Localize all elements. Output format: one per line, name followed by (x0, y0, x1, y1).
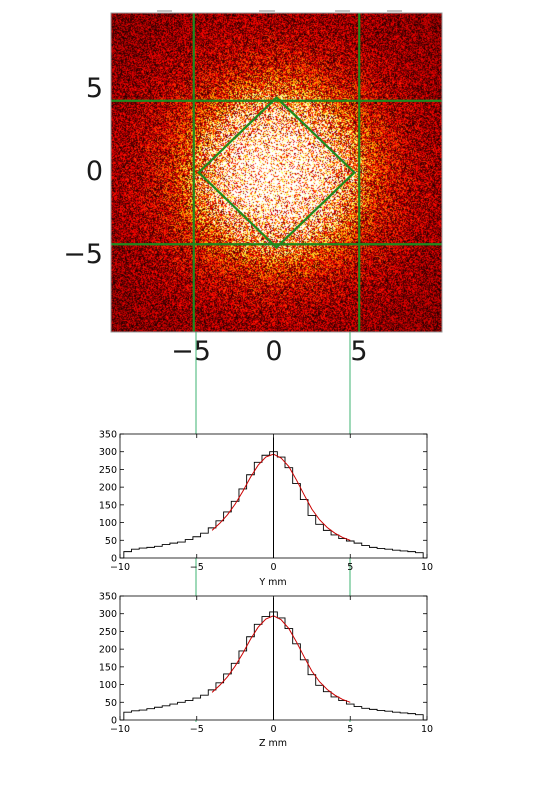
heatmap-frame (110, 12, 443, 333)
y-profile-ytick-label: 0 (111, 554, 117, 565)
z-profile-ytick-label: 100 (99, 680, 117, 691)
y-profile-ytick-label: 50 (105, 536, 117, 547)
heatmap-ytick-label: 5 (86, 73, 103, 104)
z-profile-xtick-label: 0 (270, 724, 276, 735)
z-profile-ytick-label: 350 (99, 592, 117, 603)
y-profile-ytick-label: 350 (99, 430, 117, 441)
heatmap-ytick-label: 0 (86, 156, 103, 187)
heatmap-ytick-label: −5 (63, 239, 103, 270)
y-profile-plot (123, 437, 424, 558)
y-profile-ytick-label: 150 (99, 500, 117, 511)
y-profile-xlabel: Y mm (258, 577, 286, 588)
y-profile-ytick-label: 200 (99, 483, 117, 494)
z-profile-fit-curve (211, 615, 351, 703)
y-profile-xtick-label: 5 (347, 562, 353, 573)
heatmap-panel: 5 0 −5 −5 0 5 (63, 10, 443, 367)
z-profile-ytick-label: 200 (99, 645, 117, 656)
z-profile-xtick-label: 5 (347, 724, 353, 735)
z-profile-xtick-label: 10 (421, 724, 433, 735)
z-profile-ytick-label: 0 (111, 716, 117, 727)
y-profile-ytick-label: 300 (99, 447, 117, 458)
y-profile-panel: 0 50 100 150 200 250 300 350 −10 −5 0 5 10 Y mm (99, 430, 433, 589)
heatmap-xtick-label: −5 (171, 336, 211, 367)
z-profile-ytick-label: 300 (99, 609, 117, 620)
y-profile-xtick-label: −10 (110, 562, 130, 573)
z-profile-xticks: −10 −5 0 5 10 (110, 596, 433, 735)
y-profile-fit-curve (211, 453, 351, 541)
y-profile-yticks: 0 50 100 150 200 250 300 350 (99, 430, 427, 565)
heatmap-guides (111, 13, 442, 332)
y-profile-xtick-label: 0 (270, 562, 276, 573)
y-profile-ytick-label: 250 (99, 465, 117, 476)
y-profile-xtick-label: −5 (190, 562, 204, 573)
heatmap-xtick-label: 5 (350, 336, 367, 367)
y-profile-xticks: −10 −5 0 5 10 (110, 434, 433, 573)
heatmap-xtick-label: 0 (265, 336, 282, 367)
heatmap-image (111, 13, 442, 332)
y-profile-xtick-label: 10 (421, 562, 433, 573)
z-profile-xtick-label: −5 (190, 724, 204, 735)
z-profile-ytick-label: 250 (99, 627, 117, 638)
heatmap-diamond-guide (197, 96, 356, 249)
z-profile-yticks: 0 50 100 150 200 250 300 350 (99, 592, 427, 727)
z-profile-plot (123, 597, 424, 720)
z-profile-panel: 0 50 100 150 200 250 300 350 −10 −5 0 5 10 Z mm (99, 592, 433, 750)
z-profile-ytick-label: 50 (105, 698, 117, 709)
z-profile-xlabel: Z mm (259, 738, 287, 749)
z-profile-xtick-label: −10 (110, 724, 130, 735)
z-profile-ytick-label: 150 (99, 662, 117, 673)
y-profile-ytick-label: 100 (99, 518, 117, 529)
